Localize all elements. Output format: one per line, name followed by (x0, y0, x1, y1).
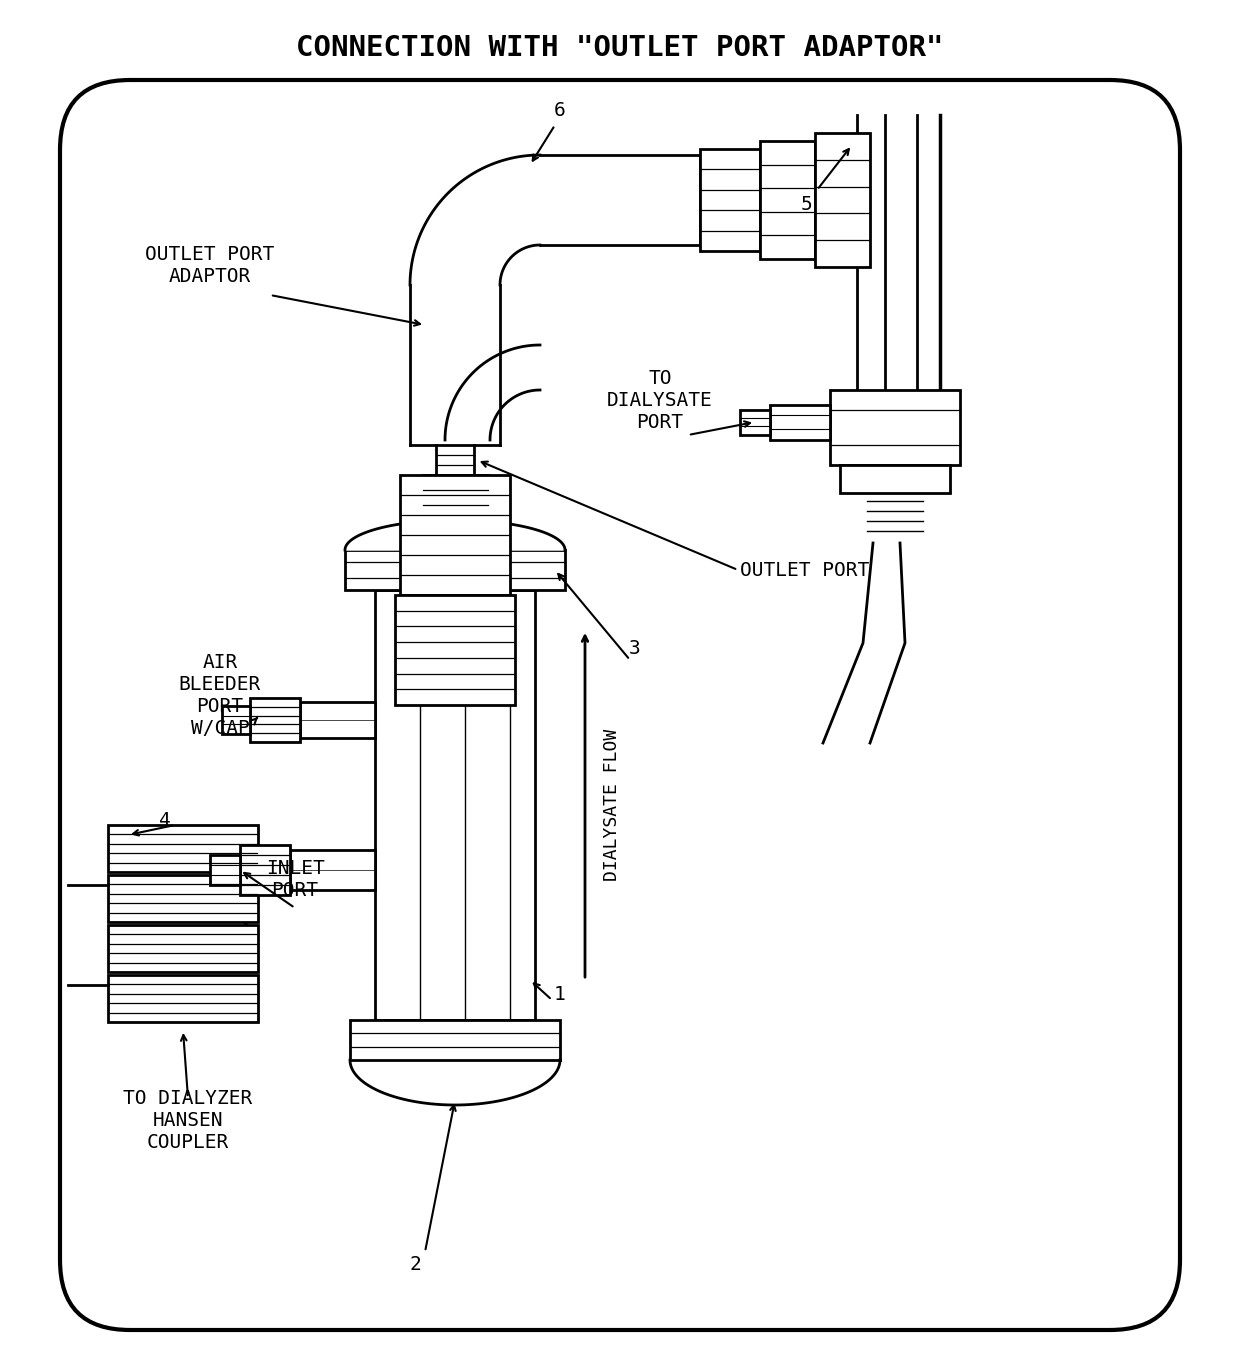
Bar (374, 591, 534, 1020)
Text: 2: 2 (409, 1255, 420, 1274)
Bar (350, 1020, 560, 1060)
Bar (830, 390, 960, 465)
Polygon shape (410, 285, 500, 445)
Bar (250, 698, 300, 742)
Text: OUTLET PORT
ADAPTOR: OUTLET PORT ADAPTOR (145, 244, 274, 285)
Bar (815, 134, 870, 267)
Bar (436, 445, 474, 475)
Text: AIR
BLEEDER
PORT
W/CAP: AIR BLEEDER PORT W/CAP (179, 652, 262, 738)
Bar (740, 411, 770, 435)
Bar (839, 465, 950, 492)
Text: 4: 4 (159, 810, 171, 829)
Bar (108, 874, 258, 922)
Bar (401, 475, 510, 595)
Text: 3: 3 (629, 638, 641, 657)
Bar (345, 550, 565, 591)
Text: OUTLET PORT: OUTLET PORT (740, 561, 869, 580)
Text: 1: 1 (554, 986, 565, 1004)
Bar (290, 850, 374, 889)
Polygon shape (350, 1060, 560, 1105)
Text: CONNECTION WITH "OUTLET PORT ADAPTOR": CONNECTION WITH "OUTLET PORT ADAPTOR" (296, 34, 944, 61)
Bar (701, 149, 760, 251)
Text: INLET
PORT: INLET PORT (265, 859, 325, 900)
Text: 5: 5 (801, 195, 813, 214)
Polygon shape (539, 155, 701, 246)
Bar (210, 855, 241, 885)
Bar (222, 707, 250, 734)
Bar (241, 846, 290, 895)
Bar (770, 405, 830, 441)
Bar (396, 595, 515, 705)
Text: 6: 6 (554, 101, 565, 120)
Bar (108, 825, 258, 872)
Bar (108, 975, 258, 1022)
Bar (108, 925, 258, 973)
Text: TO DIALYZER
HANSEN
COUPLER: TO DIALYZER HANSEN COUPLER (123, 1088, 253, 1151)
Text: TO
DIALYSATE
PORT: TO DIALYSATE PORT (608, 368, 713, 431)
Polygon shape (345, 520, 565, 550)
Bar (423, 475, 489, 520)
Polygon shape (410, 155, 539, 285)
Text: DIALYSATE FLOW: DIALYSATE FLOW (603, 728, 621, 881)
Bar (760, 140, 815, 259)
Bar (300, 702, 374, 738)
FancyBboxPatch shape (60, 80, 1180, 1330)
Polygon shape (445, 345, 539, 441)
